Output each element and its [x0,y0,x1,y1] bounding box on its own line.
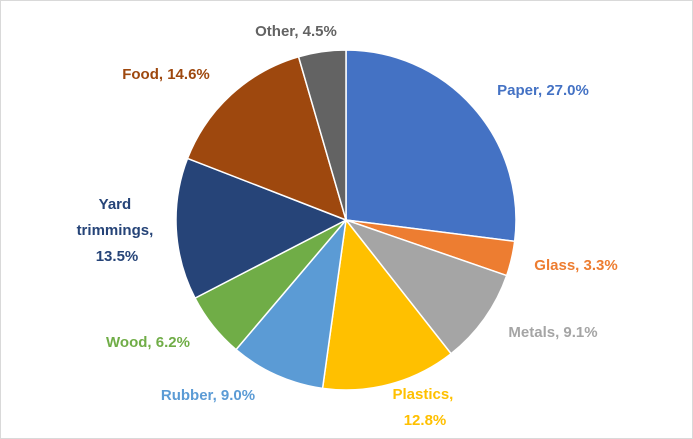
data-label: Food, 14.6% [122,66,210,83]
pie-slice [186,55,348,222]
data-label: Other, 4.5% [255,23,337,40]
data-label: Wood, 6.2% [106,334,190,351]
pie-slice [234,217,348,390]
pie-slice [345,49,517,243]
pie-slice [321,218,453,391]
data-label: Glass, 3.3% [534,257,617,274]
data-label: Yard trimmings, 13.5% [77,196,158,265]
data-label: Metals, 9.1% [508,324,597,341]
pie-slice [297,49,347,221]
data-label: Rubber, 9.0% [161,387,255,404]
data-label: Plastics, 12.8% [392,386,457,429]
pie-slice [175,157,348,300]
data-label: Paper, 27.0% [497,82,589,99]
pie-slice [343,218,508,355]
